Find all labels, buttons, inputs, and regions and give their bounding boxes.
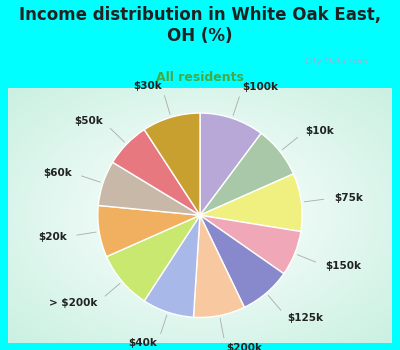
Text: $75k: $75k	[334, 193, 363, 203]
Wedge shape	[144, 215, 200, 317]
Wedge shape	[200, 215, 301, 274]
Wedge shape	[98, 205, 200, 257]
Wedge shape	[98, 162, 200, 215]
Text: $60k: $60k	[43, 168, 72, 178]
Wedge shape	[194, 215, 244, 317]
Text: $50k: $50k	[74, 117, 103, 126]
Text: All residents: All residents	[156, 71, 244, 84]
Wedge shape	[144, 113, 200, 215]
Wedge shape	[200, 215, 284, 307]
Wedge shape	[200, 113, 261, 215]
Wedge shape	[113, 130, 200, 215]
Text: City-Data.com: City-Data.com	[305, 57, 369, 66]
Text: $150k: $150k	[325, 261, 361, 271]
Wedge shape	[106, 215, 200, 301]
Wedge shape	[200, 133, 294, 215]
Text: $10k: $10k	[306, 126, 334, 136]
Text: Income distribution in White Oak East,
OH (%): Income distribution in White Oak East, O…	[19, 6, 381, 45]
Text: $30k: $30k	[133, 81, 162, 91]
Text: $200k: $200k	[226, 343, 262, 350]
Text: $20k: $20k	[38, 232, 67, 242]
Text: > $200k: > $200k	[49, 298, 97, 308]
Text: $100k: $100k	[242, 82, 278, 92]
Text: $40k: $40k	[129, 338, 158, 348]
Wedge shape	[200, 174, 302, 232]
Text: $125k: $125k	[288, 313, 324, 323]
